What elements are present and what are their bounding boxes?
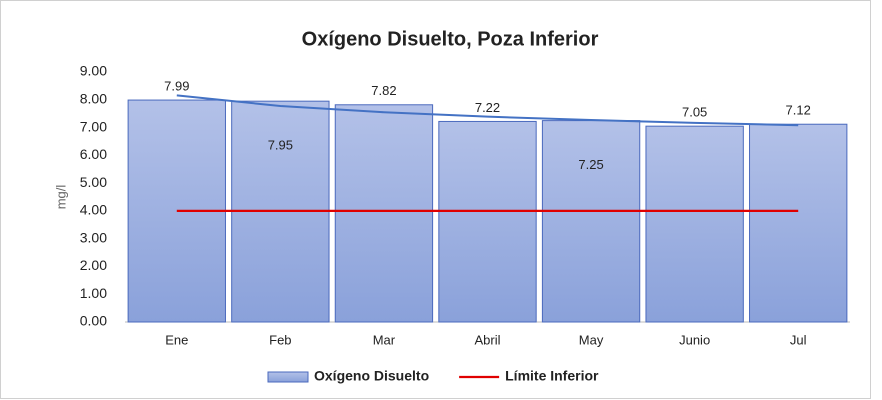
y-tick-label: 2.00 (80, 257, 107, 273)
x-tick-label: Feb (269, 332, 291, 347)
y-tick-label: 9.00 (80, 63, 107, 79)
x-tick-label: Abril (474, 332, 500, 347)
y-tick-label: 4.00 (80, 202, 107, 218)
legend-label: Límite Inferior (505, 368, 599, 384)
data-label: 7.25 (578, 157, 603, 172)
x-tick-label: Mar (373, 332, 396, 347)
bar (541, 120, 641, 323)
y-axis-label: mg/l (53, 185, 68, 210)
x-tick-label: Ene (165, 332, 188, 347)
legend-label: Oxígeno Disuelto (314, 368, 429, 384)
y-tick-label: 3.00 (80, 229, 107, 245)
trendline (176, 94, 799, 127)
y-tick-label: 1.00 (80, 285, 107, 301)
y-tick-label: 5.00 (80, 174, 107, 190)
x-tick-label: Junio (679, 332, 710, 347)
data-label: 7.99 (164, 78, 189, 93)
legend-swatch (267, 371, 309, 383)
data-label: 7.82 (371, 83, 396, 98)
bar (438, 120, 537, 323)
y-tick-label: 7.00 (80, 118, 107, 134)
bar (645, 125, 744, 323)
chart-title: Oxígeno Disuelto, Poza Inferior (302, 28, 599, 50)
data-label: 7.12 (786, 103, 811, 118)
y-tick-label: 6.00 (80, 146, 107, 162)
y-tick-label: 0.00 (80, 313, 107, 329)
x-tick-label: May (579, 332, 604, 347)
bar (749, 123, 848, 323)
y-tick-label: 8.00 (80, 90, 107, 106)
data-label: 7.95 (268, 138, 293, 153)
data-label: 7.05 (682, 105, 707, 120)
bar (334, 104, 434, 323)
x-tick-label: Jul (790, 332, 807, 347)
data-label: 7.22 (475, 100, 500, 115)
